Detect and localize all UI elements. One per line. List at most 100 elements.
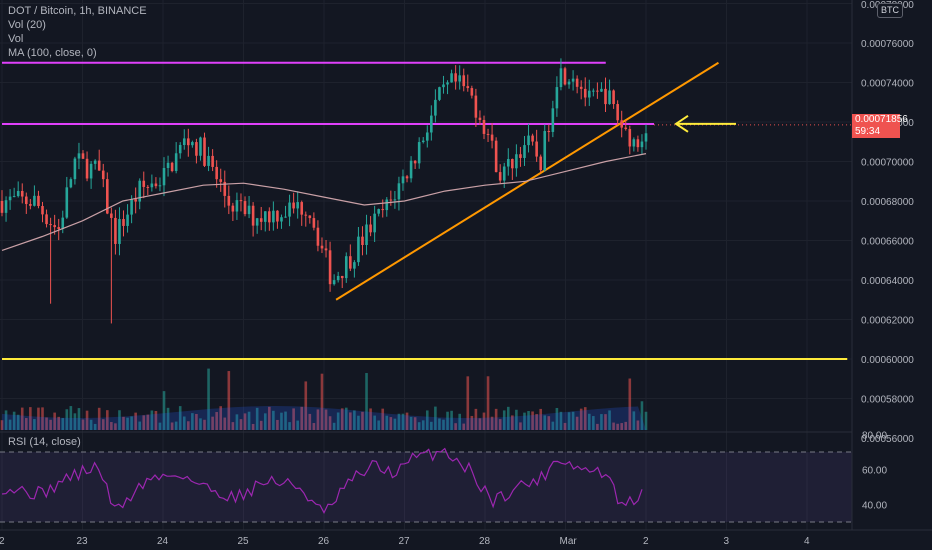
candle-body [628, 129, 632, 147]
candle-body [215, 166, 218, 180]
indicator-vol20[interactable]: Vol (20) [8, 19, 46, 31]
moving-average-line [1, 153, 647, 251]
volume-bar [288, 422, 291, 430]
candle-body [16, 190, 20, 197]
candle-body [158, 185, 162, 187]
price-tick-label: 0.00056000 [861, 434, 914, 445]
candle-body [511, 159, 514, 169]
time-tick-label: 27 [399, 536, 411, 547]
candle-body [466, 86, 470, 89]
price-tick-label: 0.00066000 [861, 237, 914, 248]
candle-body [61, 217, 65, 229]
volume-bar [255, 407, 259, 430]
volume-bar [150, 410, 154, 430]
volume-bar [393, 418, 397, 430]
volume-bar [401, 413, 405, 430]
indicator-ma[interactable]: MA (100, close, 0) [8, 47, 97, 59]
volume-bar [8, 419, 12, 430]
candle-body [20, 190, 24, 197]
volume-bar [122, 416, 125, 430]
chart-legend: DOT / Bitcoin, 1h, BINANCE Vol (20) Vol … [8, 4, 147, 60]
volume-bar [231, 422, 235, 430]
candle-body [385, 199, 389, 211]
volume-bar [101, 419, 105, 430]
candle-body [369, 224, 372, 233]
volume-bar [425, 410, 429, 430]
candle-body [203, 137, 206, 166]
indicator-vol[interactable]: Vol [8, 33, 24, 45]
candle-body [199, 137, 202, 156]
volume-bar [65, 409, 69, 430]
volume-bar [421, 420, 425, 430]
volume-bar [616, 423, 619, 430]
volume-bar [446, 411, 449, 430]
volume-bar [612, 422, 615, 430]
volume-bar [292, 408, 295, 430]
volume-bar [563, 422, 567, 430]
candle-body [324, 248, 328, 251]
candle-body [239, 200, 243, 202]
candle-body [575, 78, 579, 87]
volume-bar [336, 412, 340, 430]
volume-bar [199, 418, 202, 430]
candle-body [174, 153, 178, 172]
volume-bar [146, 414, 150, 430]
volume-bar [243, 413, 247, 430]
overlay-layer [2, 61, 852, 360]
candle-body [551, 108, 555, 132]
candle-body [340, 275, 344, 279]
candle-body [494, 140, 498, 173]
volume-bar [575, 416, 579, 430]
candle-body [405, 176, 409, 179]
volume-bar [227, 371, 231, 430]
candle-body [357, 236, 360, 263]
volume-bar [296, 420, 299, 430]
candle-body [563, 68, 567, 85]
candle-body [4, 200, 8, 213]
volume-bar [89, 419, 93, 430]
rsi-layer [0, 447, 852, 523]
candle-body [85, 158, 89, 179]
candle-body [515, 154, 518, 169]
volume-bar [579, 408, 583, 430]
volume-bar [57, 416, 61, 430]
volume-bar [385, 415, 389, 430]
candle-body [292, 202, 295, 209]
volume-bar [4, 410, 8, 430]
volume-bar [110, 422, 113, 430]
price-tick-label: 0.00070000 [861, 158, 914, 169]
candle-body [389, 199, 393, 201]
volume-bar [182, 416, 186, 430]
volume-bar [276, 419, 279, 430]
candle-body [126, 214, 129, 226]
candle-body [344, 256, 348, 279]
volume-bar [381, 408, 385, 430]
volume-bar [515, 409, 518, 430]
volume-bar [377, 420, 380, 430]
volume-bar [324, 409, 328, 430]
currency-badge[interactable]: BTC [877, 3, 903, 18]
candle-body [587, 90, 591, 98]
candle-body [527, 135, 530, 146]
candle-body [539, 156, 542, 171]
volume-bar [486, 376, 490, 430]
volume-bar [219, 406, 223, 430]
volume-bar [259, 420, 263, 430]
rsi-line [1, 447, 643, 515]
candle-body [300, 202, 304, 215]
volume-bar [490, 416, 494, 430]
candle-layer [0, 58, 648, 324]
candle-body [130, 199, 133, 215]
rsi-legend[interactable]: RSI (14, close) [8, 436, 81, 448]
volume-bar [434, 406, 437, 430]
candle-body [413, 160, 417, 164]
volume-bar [438, 418, 441, 430]
candle-body [377, 209, 380, 214]
symbol-title[interactable]: DOT / Bitcoin, 1h, BINANCE [8, 5, 147, 17]
candle-body [219, 179, 223, 182]
last-price-value: 0.00071856 [855, 114, 908, 125]
volume-bar [470, 415, 474, 430]
